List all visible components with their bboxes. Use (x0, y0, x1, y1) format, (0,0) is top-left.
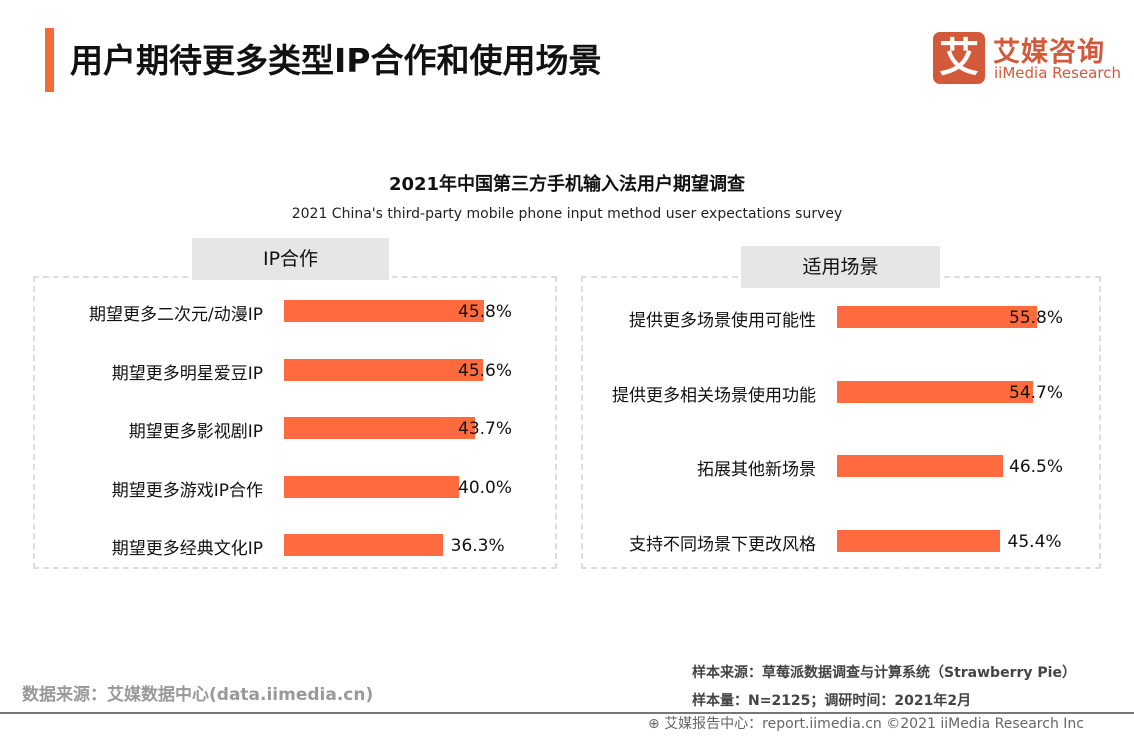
value-label: 40.0% (458, 477, 513, 498)
category-label: 提供更多场景使用可能性 (629, 311, 816, 331)
data-source: 数据来源：艾媒数据中心(data.iimedia.cn) (22, 685, 374, 705)
category-label: 期望更多游戏IP合作 (111, 480, 263, 501)
footer-report[interactable]: ⊕ 艾媒报告中心：report.iimedia.cn ©2021 iiMedia… (648, 713, 1084, 733)
bar (837, 306, 1037, 328)
bar (837, 380, 1033, 403)
value-label: 55.8% (1009, 308, 1064, 328)
bar (837, 529, 1000, 552)
category-label: 期望更多经典文化IP (111, 539, 263, 559)
value-label: 36.3% (450, 536, 505, 556)
panel-title-scene: 适用场景 (741, 246, 940, 288)
value-label: 54.7% (1009, 382, 1064, 403)
value-label: 43.7% (458, 419, 513, 439)
globe-icon: ⊕ (648, 716, 665, 732)
sample-size: 样本量：N=2125；调研时间：2021年2月 (692, 693, 972, 709)
chart-subtitle: 2021 China's third-party mobile phone in… (291, 206, 843, 222)
bar (284, 417, 475, 439)
bar (837, 455, 1004, 477)
bar (284, 358, 484, 381)
panel-title-ip: IP合作 (192, 238, 389, 280)
title-accent-bar (45, 28, 54, 92)
logo-mark: 艾 (933, 32, 985, 84)
category-label: 期望更多影视剧IP (128, 422, 263, 442)
footer-divider (0, 712, 1134, 714)
value-label: 45.8% (458, 302, 513, 322)
sample-source: 样本来源：草莓派数据调查与计算系统（Strawberry Pie） (692, 665, 1076, 681)
value-label: 45.4% (1007, 531, 1062, 552)
category-label: 拓展其他新场景 (697, 460, 816, 480)
logo-text-en: iiMedia Research (994, 64, 1121, 82)
category-label: 期望更多二次元/动漫IP (89, 305, 263, 325)
category-label: 支持不同场景下更改风格 (629, 534, 816, 555)
bar (284, 534, 443, 556)
value-label: 46.5% (1009, 457, 1064, 477)
category-label: 提供更多相关场景使用功能 (612, 385, 816, 406)
page-title: 用户期待更多类型IP合作和使用场景 (70, 41, 602, 80)
value-label: 45.6% (458, 360, 513, 381)
category-label: 期望更多明星爱豆IP (111, 363, 263, 384)
chart-title: 2021年中国第三方手机输入法用户期望调查 (388, 174, 746, 195)
bar (284, 300, 485, 322)
footer-report-text: 艾媒报告中心：report.iimedia.cn ©2021 iiMedia R… (664, 716, 1084, 732)
logo-text-cn: 艾媒咨询 (993, 37, 1105, 68)
bar (284, 475, 459, 498)
